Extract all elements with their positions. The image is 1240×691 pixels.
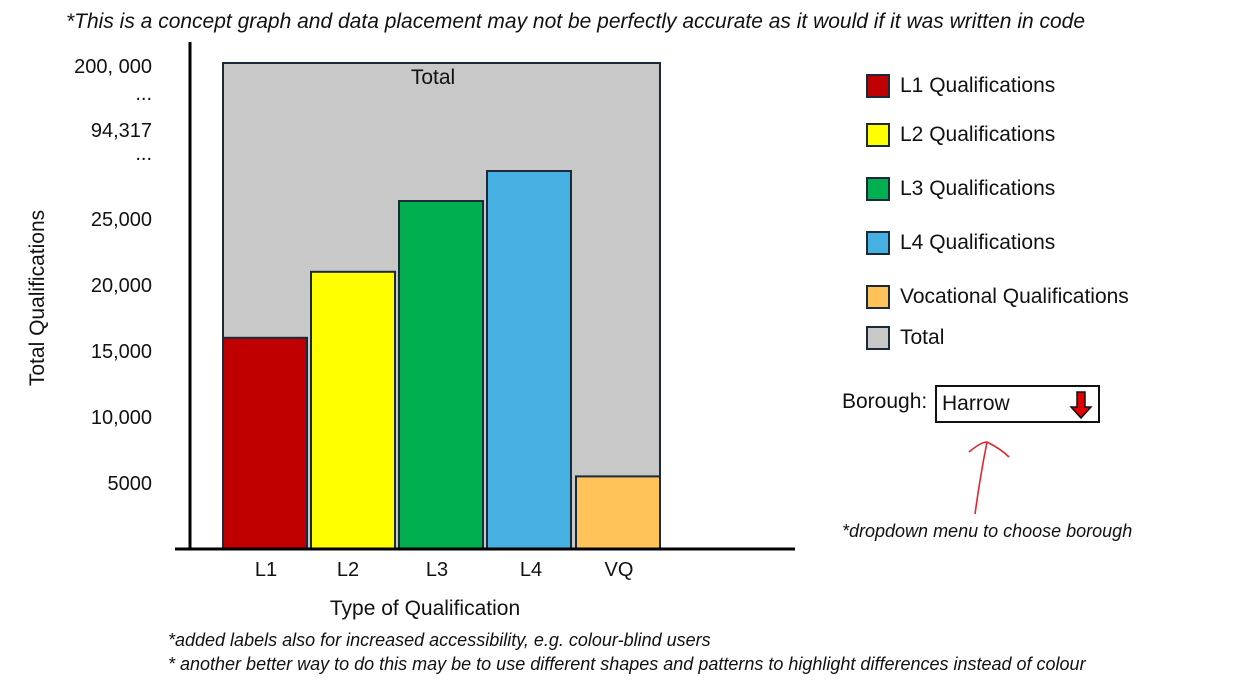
y-tick-label: 15,000 bbox=[91, 341, 152, 363]
x-tick-label-vq: VQ bbox=[605, 559, 634, 581]
legend-swatch bbox=[866, 74, 890, 98]
borough-dropdown[interactable]: Harrow bbox=[935, 385, 1100, 423]
total-bar-label: Total bbox=[411, 66, 455, 89]
y-tick-label: ... bbox=[135, 143, 152, 165]
legend-item-total: Total bbox=[866, 324, 944, 352]
legend-swatch bbox=[866, 123, 890, 147]
y-tick-label: 200, 000 bbox=[74, 56, 152, 78]
x-tick-label-l1: L1 bbox=[255, 559, 277, 581]
accessibility-note: *added labels also for increased accessi… bbox=[168, 630, 711, 650]
y-tick-label: 5000 bbox=[108, 473, 153, 495]
dropdown-note: *dropdown menu to choose borough bbox=[842, 521, 1133, 541]
x-tick-label-l3: L3 bbox=[426, 559, 448, 581]
x-tick-label-l4: L4 bbox=[520, 559, 542, 581]
borough-label: Borough: bbox=[842, 390, 928, 413]
legend-item-l4: L4 Qualifications bbox=[866, 229, 1055, 257]
bar-l2 bbox=[310, 270, 396, 550]
y-tick-label: 25,000 bbox=[91, 209, 152, 231]
y-tick-label: 94,317 bbox=[91, 120, 152, 142]
legend-swatch bbox=[866, 285, 890, 309]
y-tick-label: ... bbox=[135, 83, 152, 105]
legend-label: L3 Qualifications bbox=[900, 177, 1056, 200]
y-tick-label: 20,000 bbox=[91, 275, 152, 297]
x-axis-label: Type of Qualification bbox=[330, 597, 520, 620]
legend-item-vq: Vocational Qualifications bbox=[866, 283, 1129, 311]
y-axis-label: Total Qualifications bbox=[26, 210, 49, 386]
legend-item-l3: L3 Qualifications bbox=[866, 175, 1055, 203]
borough-selected-value: Harrow bbox=[942, 392, 1010, 415]
legend-label: Total bbox=[900, 326, 945, 349]
legend-swatch bbox=[866, 231, 890, 255]
y-tick-label: 10,000 bbox=[91, 407, 152, 429]
legend-swatch bbox=[866, 326, 890, 350]
top-note: *This is a concept graph and data placem… bbox=[66, 10, 1086, 33]
bar-l1 bbox=[222, 336, 308, 550]
shapes-note: * another better way to do this may be t… bbox=[168, 654, 1086, 674]
legend-item-l2: L2 Qualifications bbox=[866, 121, 1055, 149]
red-down-arrow-icon[interactable] bbox=[1069, 390, 1093, 420]
bar-vq bbox=[575, 475, 661, 550]
legend-swatch bbox=[866, 177, 890, 201]
legend-label: L4 Qualifications bbox=[900, 231, 1056, 254]
legend-item-l1: L1 Qualifications bbox=[866, 72, 1055, 100]
annotation-arrow-icon bbox=[968, 441, 1010, 515]
legend-label: Vocational Qualifications bbox=[900, 285, 1129, 308]
x-tick-label-l2: L2 bbox=[337, 559, 359, 581]
legend-label: L2 Qualifications bbox=[900, 123, 1056, 146]
bar-l4 bbox=[486, 170, 572, 550]
legend-label: L1 Qualifications bbox=[900, 74, 1056, 97]
bar-l3 bbox=[398, 200, 484, 550]
